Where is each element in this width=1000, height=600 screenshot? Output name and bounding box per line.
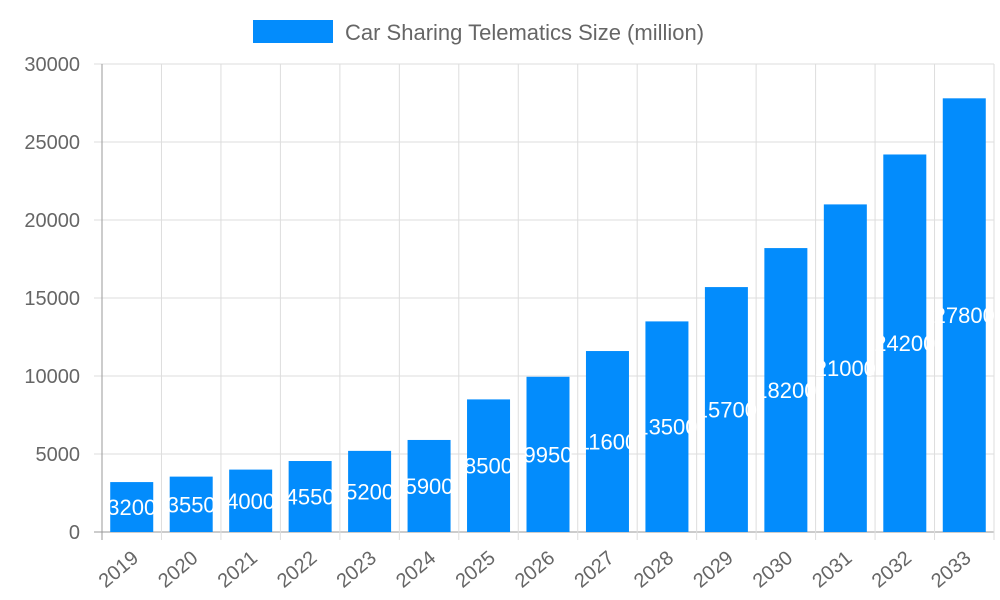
data-label-2033: 27800 <box>934 303 995 328</box>
bar-2033 <box>942 98 986 532</box>
x-tick-label: 2022 <box>273 547 321 592</box>
bar-2020 <box>169 476 213 532</box>
y-tick-label: 30000 <box>24 54 80 76</box>
data-label-2021: 4000 <box>226 489 275 514</box>
data-label-2028: 13500 <box>636 415 697 440</box>
y-tick-label: 15000 <box>24 288 80 310</box>
legend[interactable]: Car Sharing Telematics Size (million) <box>253 20 704 45</box>
bar-2021 <box>229 469 273 532</box>
x-tick-label: 2023 <box>333 547 381 592</box>
bar-2022 <box>288 461 332 532</box>
legend-swatch[interactable] <box>253 20 333 43</box>
y-tick-label: 25000 <box>24 132 80 154</box>
bar-2028 <box>645 321 689 532</box>
x-tick-label: 2033 <box>927 547 975 592</box>
data-label-2024: 5900 <box>405 474 454 499</box>
x-tick-label: 2024 <box>392 547 440 592</box>
x-tick-label: 2019 <box>95 547 143 592</box>
data-label-2026: 9950 <box>524 442 573 467</box>
bar-2026 <box>526 376 570 532</box>
data-label-2027: 11600 <box>578 430 638 455</box>
bar-2032 <box>883 154 927 533</box>
x-tick-label: 2032 <box>868 547 916 592</box>
x-tick-label: 2025 <box>452 547 500 592</box>
x-tick-label: 2031 <box>808 547 856 592</box>
x-tick-label: 2029 <box>689 547 737 592</box>
data-label-2019: 3200 <box>107 495 156 520</box>
data-label-2020: 3550 <box>167 492 216 517</box>
data-label-2032: 24200 <box>874 331 935 356</box>
bar-2027 <box>585 351 629 532</box>
data-label-2029: 15700 <box>696 398 757 423</box>
bar-2025 <box>467 399 511 532</box>
x-tick-label: 2020 <box>154 547 202 592</box>
y-tick-label: 0 <box>69 522 80 544</box>
y-axis: 0 5000 10000 15000 20000 25000 30000 <box>24 54 80 544</box>
data-label-2030: 18200 <box>755 378 816 403</box>
bar-2031 <box>823 204 867 532</box>
bar-2030 <box>764 248 808 532</box>
x-axis: 2019 2020 2021 2022 2023 2024 2025 2026 2027 2028… <box>95 547 976 592</box>
x-tick-label: 2027 <box>570 547 618 592</box>
bar-2024 <box>407 439 451 532</box>
bar-2029 <box>704 287 748 532</box>
bar-2019 <box>110 482 154 532</box>
data-label-2025: 8500 <box>464 454 513 479</box>
data-label-2031: 21000 <box>815 356 876 381</box>
x-tick-label: 2026 <box>511 547 559 592</box>
x-tick-label: 2028 <box>630 547 678 592</box>
x-tick-label: 2030 <box>749 547 797 592</box>
bars <box>110 98 986 533</box>
bar-2023 <box>348 450 392 532</box>
grid <box>94 63 995 540</box>
y-tick-label: 10000 <box>24 366 80 388</box>
data-label-2022: 4550 <box>286 485 335 510</box>
data-label-2023: 5200 <box>345 479 394 504</box>
y-tick-label: 20000 <box>24 210 80 232</box>
legend-label[interactable]: Car Sharing Telematics Size (million) <box>345 20 704 45</box>
data-labels: 3200 3550 4000 4550 5200 5900 8500 995011600135… <box>107 303 995 520</box>
y-tick-label: 5000 <box>36 444 81 466</box>
x-tick-label: 2021 <box>214 547 262 592</box>
